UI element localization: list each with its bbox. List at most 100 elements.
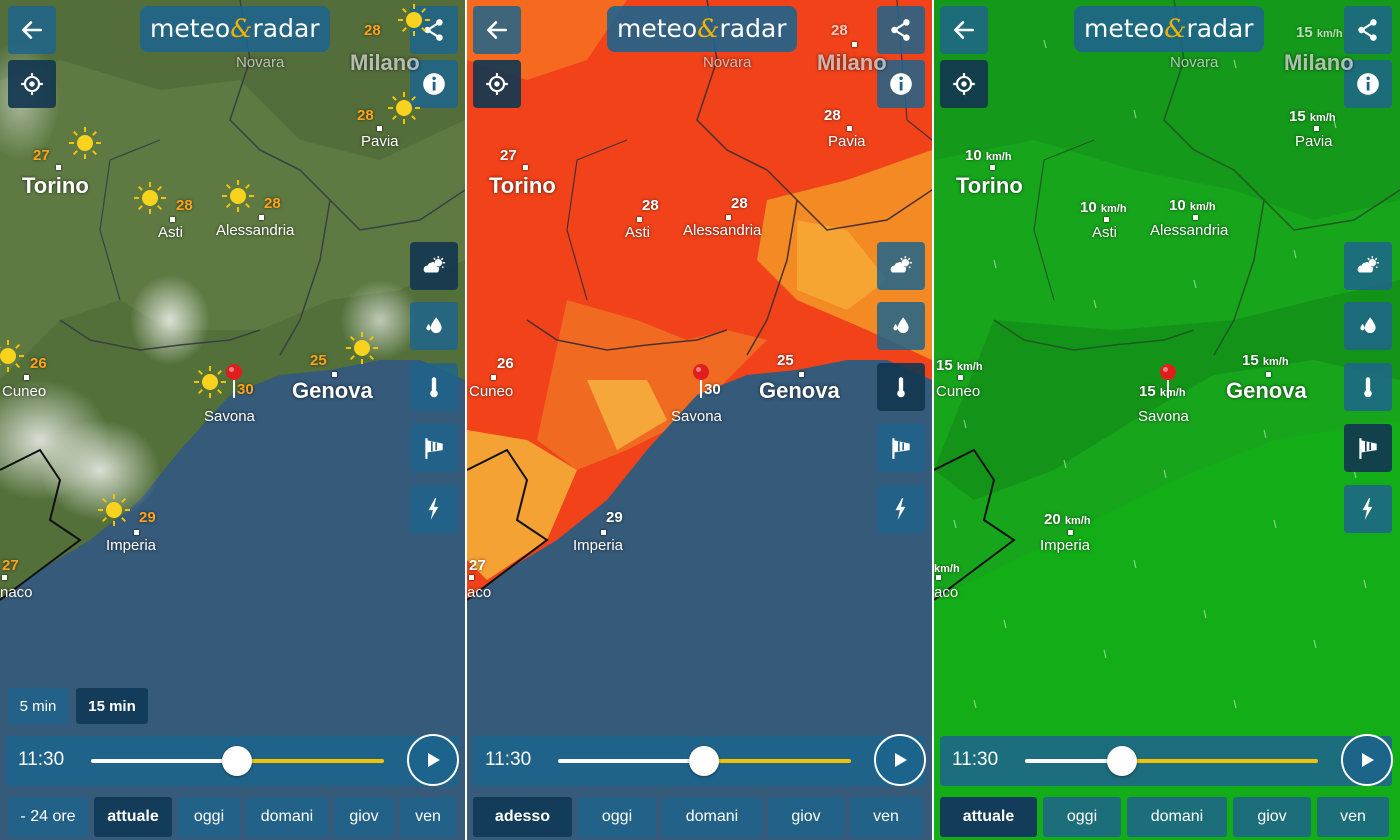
day-tab-domani[interactable]: domani: [1127, 797, 1227, 837]
layer-lightning-button[interactable]: [877, 485, 925, 533]
city-dot: [491, 375, 496, 380]
map-panel-temperature[interactable]: meteo&radar Novara Milano Pavia Torino A…: [467, 0, 932, 840]
info-button[interactable]: [410, 60, 458, 108]
share-button[interactable]: [877, 6, 925, 54]
city-label-alessandria: Alessandria: [216, 222, 295, 239]
city-label-milano: Milano: [1284, 50, 1354, 75]
day-tab-giov[interactable]: giov: [1233, 797, 1311, 837]
day-tab-ven[interactable]: ven: [1317, 797, 1389, 837]
app-logo[interactable]: meteo&radar: [607, 6, 797, 52]
slider-knob[interactable]: [1107, 746, 1137, 776]
city-label-monaco: naco: [0, 584, 33, 601]
city-label-pavia: Pavia: [1295, 133, 1333, 150]
layer-rain-button[interactable]: [410, 302, 458, 350]
info-icon: [423, 73, 445, 95]
day-tab-attuale[interactable]: attuale: [940, 797, 1037, 837]
locate-button[interactable]: [940, 60, 988, 108]
day-tab-attuale[interactable]: attuale: [94, 797, 172, 837]
layer-lightning-button[interactable]: [1344, 485, 1392, 533]
raindrops-icon: [1360, 317, 1376, 334]
info-button[interactable]: [877, 60, 925, 108]
back-button[interactable]: [8, 6, 56, 54]
city-label-savona: Savona: [204, 408, 255, 425]
map-panel-weather[interactable]: meteo&radar Novara Milano Pavia Torino: [0, 0, 465, 840]
layer-lightning-button[interactable]: [410, 485, 458, 533]
location-pin-icon: [693, 364, 709, 398]
city-dot: [24, 375, 29, 380]
lightning-icon: [1362, 498, 1373, 520]
map-wind[interactable]: [934, 0, 1400, 840]
day-tab-ven[interactable]: ven: [400, 797, 456, 837]
layer-wind-button[interactable]: [1344, 424, 1392, 472]
wind-value-cuneo: 15 km/h: [936, 357, 983, 374]
interval-5min-button[interactable]: 5 min: [8, 688, 68, 724]
slider-track-future[interactable]: [704, 759, 851, 763]
city-label-torino: Torino: [956, 173, 1023, 198]
city-label-cuneo: Cuneo: [2, 383, 47, 400]
day-tab-giov[interactable]: giov: [334, 797, 394, 837]
temp-value-milano: 28: [831, 22, 848, 39]
share-icon: [891, 19, 910, 41]
timeline-bar: 11:30: [940, 734, 1393, 786]
play-button[interactable]: [874, 734, 926, 786]
arrow-left-icon: [487, 21, 507, 39]
locate-button[interactable]: [473, 60, 521, 108]
day-tab-domani[interactable]: domani: [246, 797, 328, 837]
slider-knob[interactable]: [689, 746, 719, 776]
layer-rain-button[interactable]: [877, 302, 925, 350]
day-tab-oggi[interactable]: oggi: [178, 797, 240, 837]
layer-rain-button[interactable]: [1344, 302, 1392, 350]
city-label-novara: Novara: [1170, 54, 1219, 71]
app-logo[interactable]: meteo&radar: [1074, 6, 1264, 52]
share-button[interactable]: [1344, 6, 1392, 54]
city-label-novara: Novara: [703, 54, 752, 71]
back-button[interactable]: [473, 6, 521, 54]
share-button[interactable]: [410, 6, 458, 54]
slider-knob[interactable]: [222, 746, 252, 776]
day-tab-ven[interactable]: ven: [850, 797, 922, 837]
city-label-novara: Novara: [236, 54, 285, 71]
city-label-milano: Milano: [350, 50, 420, 75]
slider-track-past[interactable]: [91, 759, 237, 763]
slider-track-future[interactable]: [237, 759, 384, 763]
slider-track-past[interactable]: [558, 759, 704, 763]
day-tab-giov[interactable]: giov: [768, 797, 844, 837]
cloud-sun-icon: [423, 256, 445, 273]
day-selector: adesso oggi domani giov ven: [473, 797, 922, 837]
locate-button[interactable]: [8, 60, 56, 108]
interval-15min-button[interactable]: 15 min: [76, 688, 148, 724]
back-button[interactable]: [940, 6, 988, 54]
layer-weather-button[interactable]: [410, 242, 458, 290]
city-dot: [2, 575, 7, 580]
city-dot: [134, 530, 139, 535]
slider-track-past[interactable]: [1025, 759, 1122, 763]
layer-wind-button[interactable]: [877, 424, 925, 472]
layer-temperature-button[interactable]: [1344, 363, 1392, 411]
day-tab-oggi[interactable]: oggi: [578, 797, 656, 837]
layer-temperature-button[interactable]: [410, 363, 458, 411]
city-label-alessandria: Alessandria: [683, 222, 762, 239]
day-tab-adesso[interactable]: adesso: [473, 797, 572, 837]
city-dot: [852, 42, 857, 47]
city-label-monaco: aco: [467, 584, 492, 601]
play-icon: [428, 753, 440, 767]
layer-weather-button[interactable]: [1344, 242, 1392, 290]
play-button[interactable]: [1341, 734, 1393, 786]
crosshair-icon: [486, 73, 508, 95]
layer-temperature-button[interactable]: [877, 363, 925, 411]
day-tab-minus24[interactable]: - 24 ore: [8, 797, 88, 837]
play-button[interactable]: [407, 734, 459, 786]
day-tab-domani[interactable]: domani: [662, 797, 762, 837]
layer-weather-button[interactable]: [877, 242, 925, 290]
app-logo[interactable]: meteo&radar: [140, 6, 330, 52]
raindrops-icon: [426, 317, 442, 334]
slider-track-future[interactable]: [1122, 759, 1318, 763]
layer-wind-button[interactable]: [410, 424, 458, 472]
day-tab-oggi[interactable]: oggi: [1043, 797, 1121, 837]
map-panel-wind[interactable]: meteo&radar Novara Milano Pavia Torino A…: [934, 0, 1400, 840]
time-label: 11:30: [485, 749, 532, 770]
city-dot: [726, 215, 731, 220]
raindrops-icon: [893, 317, 909, 334]
info-button[interactable]: [1344, 60, 1392, 108]
map-temperature[interactable]: [467, 0, 932, 840]
